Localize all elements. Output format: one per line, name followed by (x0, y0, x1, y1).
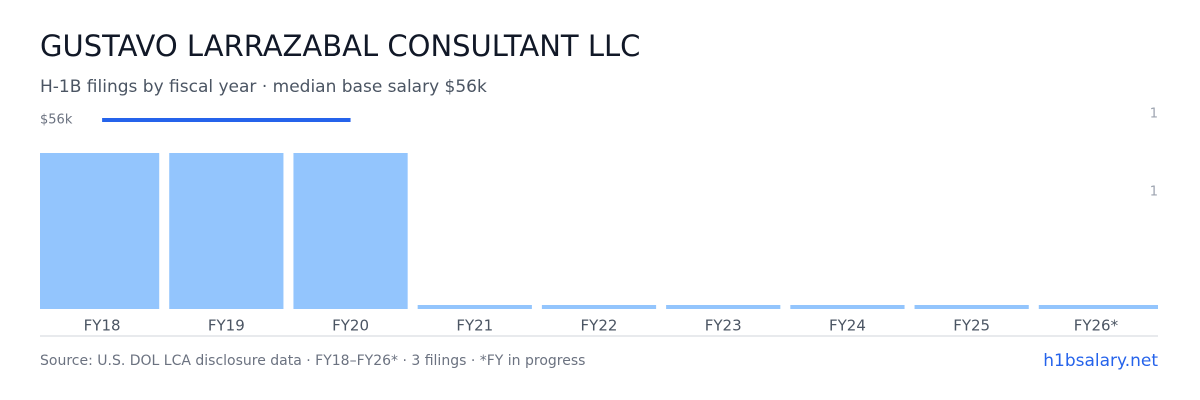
y-tick-label: 1 (1150, 107, 1158, 122)
bar (666, 305, 781, 309)
x-tick-label: FY24 (829, 317, 866, 335)
bar (790, 305, 905, 309)
x-tick-label: FY23 (705, 317, 742, 335)
bar (293, 153, 408, 309)
x-tick-label: FY19 (208, 317, 245, 335)
chart-subtitle: H-1B filings by fiscal year · median bas… (40, 77, 487, 97)
bar (40, 153, 160, 309)
source-note: Source: U.S. DOL LCA disclosure data · F… (40, 353, 585, 369)
y2-tick-label: $56k (40, 113, 73, 128)
x-tick-label: FY26* (1074, 317, 1119, 335)
bar (1038, 305, 1158, 309)
site-link[interactable]: h1bsalary.net (1043, 351, 1158, 371)
bar (914, 305, 1029, 309)
x-tick-label: FY22 (581, 317, 618, 335)
bar (417, 305, 532, 309)
x-tick-label: FY20 (332, 317, 369, 335)
x-tick-label: FY21 (456, 317, 493, 335)
x-tick-label: FY18 (84, 317, 121, 335)
bar (541, 305, 657, 309)
y-tick-label: 1 (1150, 185, 1158, 200)
bar (169, 153, 284, 309)
x-tick-label: FY25 (953, 317, 990, 335)
chart-title: GUSTAVO LARRAZABAL CONSULTANT LLC (40, 29, 640, 63)
